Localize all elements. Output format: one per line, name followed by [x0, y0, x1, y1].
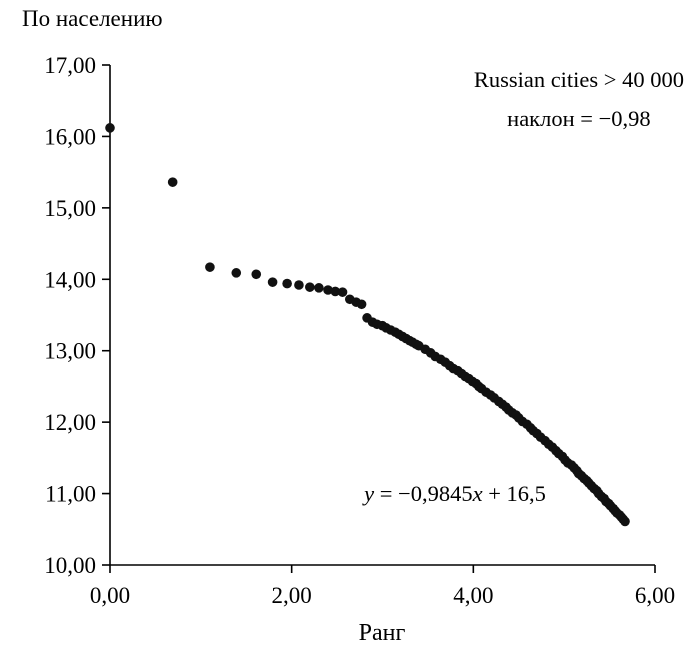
equation-mid: = −0,9845 — [374, 481, 473, 506]
y-tick-label: 17,00 — [44, 53, 96, 78]
annotation-series: Russian cities > 40 000 — [473, 67, 684, 92]
data-point — [205, 262, 215, 272]
x-tick-label: 0,00 — [90, 583, 130, 608]
equation-tail: + 16,5 — [482, 481, 546, 506]
y-tick-label: 16,00 — [44, 124, 96, 149]
y-tick-label: 13,00 — [44, 339, 96, 364]
data-point — [267, 277, 278, 287]
data-point — [330, 286, 341, 297]
y-tick-label: 11,00 — [45, 482, 96, 507]
y-tick-label: 10,00 — [44, 553, 96, 578]
x-axis-label: Ранг — [358, 620, 406, 646]
y-tick-label: 15,00 — [44, 196, 96, 221]
y-axis-title: По населению — [22, 6, 163, 31]
annotation-equation: y = −0,9845x + 16,5 — [364, 481, 546, 507]
data-point — [167, 177, 178, 187]
y-tick-label: 12,00 — [44, 410, 96, 435]
data-point — [323, 285, 333, 295]
data-point — [305, 282, 315, 292]
equation-y-var: y — [364, 481, 375, 506]
data-point — [231, 268, 242, 278]
data-point — [620, 516, 630, 527]
data-point — [337, 287, 348, 297]
data-point — [294, 280, 304, 290]
x-tick-label: 4,00 — [453, 583, 493, 608]
equation-x-var: x — [472, 481, 483, 506]
data-point — [251, 269, 262, 280]
x-tick-label: 6,00 — [635, 583, 675, 608]
y-tick-label: 14,00 — [44, 267, 96, 292]
data-point — [282, 278, 292, 289]
data-point — [314, 283, 324, 293]
annotations-block: Russian cities > 40 000 наклон = −0,98 — [474, 60, 684, 139]
annotation-slope: наклон = −0,98 — [507, 106, 651, 132]
data-point — [105, 123, 115, 133]
data-point — [356, 299, 367, 310]
x-tick-label: 2,00 — [272, 583, 312, 608]
